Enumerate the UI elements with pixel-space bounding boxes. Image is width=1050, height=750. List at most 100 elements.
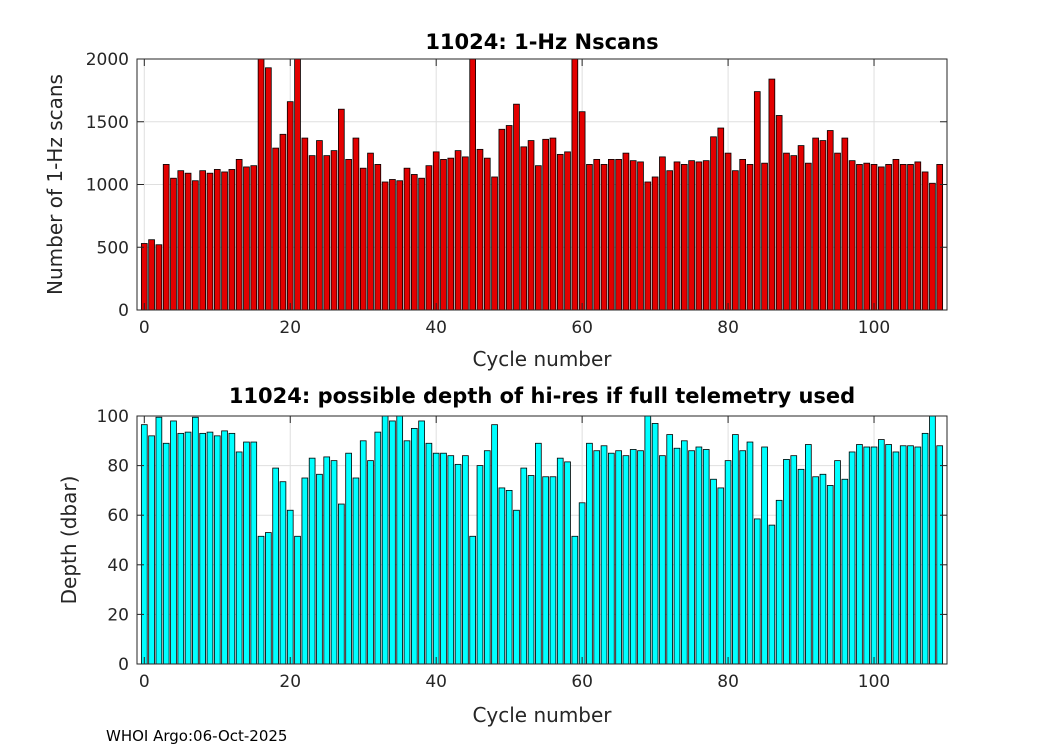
x-axis-label: Cycle number	[472, 703, 612, 727]
bar	[330, 150, 338, 310]
bar	[410, 174, 418, 310]
bar	[286, 509, 294, 664]
bar	[753, 91, 761, 310]
bar	[783, 152, 790, 310]
bar	[192, 416, 199, 664]
bar	[367, 460, 374, 664]
bar	[257, 535, 265, 664]
bar	[425, 442, 433, 664]
bar	[389, 179, 396, 310]
bar	[148, 239, 155, 310]
bar	[221, 430, 228, 664]
bar	[221, 171, 228, 310]
bar	[914, 161, 922, 310]
axes-frame	[136, 415, 948, 665]
bar	[498, 128, 506, 310]
bar	[447, 157, 455, 310]
x-tick-label: 80	[717, 318, 739, 338]
bar	[483, 157, 491, 310]
bar	[170, 420, 177, 664]
bar	[885, 444, 892, 664]
bar	[184, 172, 192, 310]
bar	[724, 152, 732, 310]
bar	[374, 164, 382, 310]
bar	[600, 445, 608, 664]
bar	[819, 473, 827, 664]
y-tick-label: 20	[107, 605, 129, 625]
bar	[454, 150, 462, 310]
bar	[856, 164, 863, 310]
bar	[505, 125, 513, 310]
bar	[878, 166, 885, 310]
bar	[542, 476, 549, 664]
bar	[673, 161, 681, 310]
bar	[885, 164, 892, 310]
bar	[556, 457, 564, 664]
bar	[629, 160, 637, 310]
bar	[396, 416, 404, 664]
bar	[578, 111, 586, 310]
bar	[651, 423, 659, 664]
bar	[768, 78, 776, 310]
bar	[184, 431, 192, 664]
bar	[768, 524, 776, 664]
x-tick-label: 100	[858, 672, 890, 692]
bar	[228, 432, 236, 664]
bar	[345, 158, 352, 310]
bar	[921, 171, 929, 310]
bar	[462, 455, 469, 664]
bar	[688, 450, 695, 664]
bar	[140, 424, 148, 664]
bar	[688, 160, 695, 310]
x-tick-label: 80	[717, 672, 739, 692]
bar	[265, 532, 272, 664]
bar	[527, 475, 535, 664]
bar	[162, 164, 170, 310]
bar	[746, 164, 754, 310]
y-tick-label: 40	[107, 556, 129, 576]
bar	[797, 468, 805, 664]
bar	[863, 446, 871, 664]
bar	[403, 167, 411, 310]
bar	[666, 434, 674, 664]
bar	[140, 243, 148, 310]
bar	[761, 446, 768, 664]
bar	[936, 164, 944, 310]
bar	[593, 158, 601, 310]
bar	[848, 451, 856, 664]
bar	[680, 440, 688, 664]
bar	[724, 460, 732, 664]
bar	[702, 449, 710, 664]
bar	[936, 445, 944, 664]
y-tick-label: 80	[107, 457, 129, 477]
bar	[308, 457, 316, 664]
bar	[199, 170, 206, 310]
bar	[206, 172, 214, 310]
bar	[213, 169, 221, 310]
bar	[527, 140, 535, 310]
bar	[177, 432, 185, 664]
bar	[235, 158, 243, 310]
y-tick-label: 1500	[86, 113, 129, 133]
y-tick-label: 60	[107, 506, 129, 526]
x-tick-label: 100	[858, 318, 890, 338]
bar	[352, 477, 360, 664]
bar	[352, 137, 360, 310]
footer-text: WHOI Argo:06-Oct-2025	[106, 727, 287, 745]
bar	[418, 420, 425, 664]
bar	[359, 440, 367, 664]
bar	[629, 449, 637, 664]
bar	[659, 455, 666, 664]
bar	[673, 447, 681, 664]
bar	[615, 450, 622, 664]
bar	[432, 151, 440, 310]
bar	[520, 467, 528, 664]
bar	[739, 158, 747, 310]
bar	[863, 162, 871, 310]
y-tick-label: 2000	[86, 50, 129, 70]
bar	[192, 180, 199, 310]
bar	[732, 170, 739, 310]
bar	[272, 467, 279, 664]
bar	[892, 158, 900, 310]
y-tick-label: 0	[118, 655, 129, 675]
